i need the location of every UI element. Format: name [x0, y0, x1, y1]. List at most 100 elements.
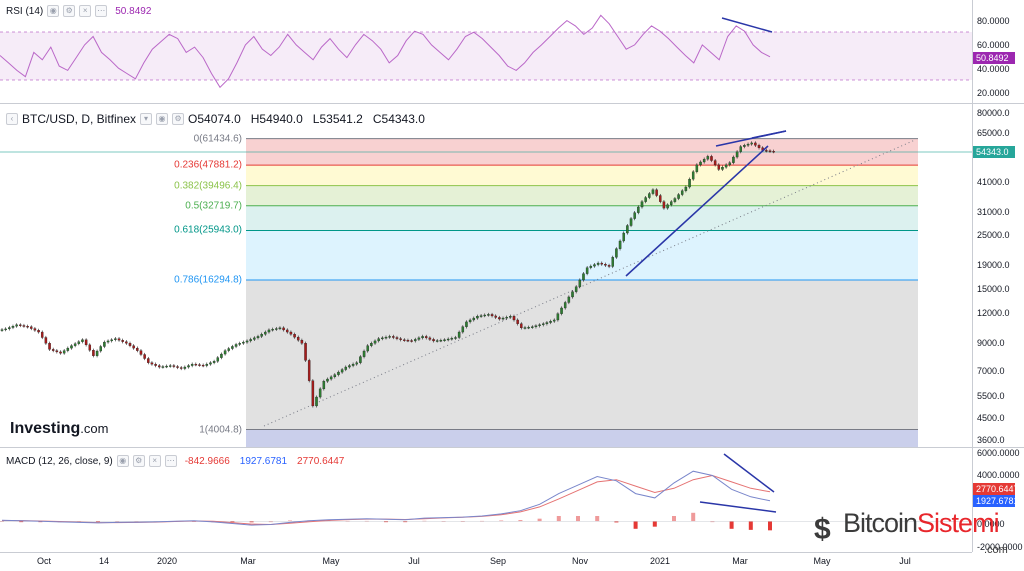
fib-zone [246, 165, 918, 186]
fib-zone [246, 280, 918, 430]
price-tick: 41000.0 [977, 177, 1010, 187]
candle-body [212, 361, 216, 363]
settings-icon[interactable]: ⚙ [63, 5, 76, 17]
time-tick: Mar [732, 556, 748, 566]
candle-body [611, 257, 614, 267]
candle-body [289, 331, 293, 335]
candle-body [70, 345, 73, 349]
watermark-domain: .com [984, 544, 1008, 556]
candle-body [432, 339, 435, 342]
macd-histogram-bar [518, 520, 523, 522]
candle-body [571, 291, 574, 298]
candle-body [30, 326, 33, 329]
more-icon[interactable]: ⋯ [164, 455, 177, 467]
wedge-upper-line [751, 130, 787, 139]
fib-level-label: 0.618(25943.0) [174, 224, 242, 236]
pane-separator[interactable] [0, 103, 1024, 104]
time-axis[interactable] [0, 552, 972, 571]
rsi-value-tag: 50.8492 [973, 52, 1015, 64]
candle-body [680, 190, 684, 195]
brand-name: Investing [10, 420, 81, 437]
price-tick: 3600.0 [977, 435, 1005, 445]
rsi-axis [972, 0, 973, 103]
candle-body [0, 329, 4, 331]
macd-macd-tag: 1927.6781 [973, 495, 1019, 507]
candle-body [322, 381, 326, 390]
candle-body [688, 178, 691, 188]
candle-body [344, 366, 348, 370]
open-value: O54074.0 [188, 112, 241, 126]
macd-histogram-bar [230, 521, 235, 523]
close-icon[interactable]: × [148, 455, 161, 467]
candle-body [168, 365, 172, 367]
price-tick: 9000.0 [977, 338, 1005, 348]
candle-body [677, 194, 680, 199]
rsi-band [0, 32, 972, 80]
candle-body [746, 143, 750, 146]
price-pane[interactable]: 0(61434.6) 0.236(47881.2) 0.382(39496.4) 0.… [0, 104, 1024, 447]
macd-hist-value: -842.9666 [184, 455, 230, 467]
low-value: L53541.2 [312, 112, 363, 126]
candle-body [479, 315, 483, 317]
candle-body [662, 201, 666, 209]
rsi-legend: RSI (14) ◉ ⚙ × ⋯ 50.8492 [6, 5, 151, 17]
candle-body [395, 337, 399, 339]
candle-body [103, 341, 106, 347]
macd-pane[interactable]: MACD (12, 26, close, 9) ◉ ⚙ × ⋯ -842.966… [0, 448, 1024, 552]
candle-body [110, 339, 113, 342]
candle-body [691, 171, 695, 180]
eye-icon[interactable]: ◉ [116, 455, 129, 467]
candle-body [77, 341, 81, 344]
candle-body [377, 338, 380, 342]
candle-body [509, 316, 512, 318]
candle-body [15, 324, 18, 327]
chevron-down-icon[interactable]: ▾ [140, 113, 153, 125]
candle-body [234, 344, 238, 347]
candle-body [399, 338, 402, 340]
eye-icon[interactable]: ◉ [47, 5, 60, 17]
candle-body [55, 350, 59, 353]
time-tick: 14 [98, 556, 110, 566]
symbol-label[interactable]: BTC/USD, D, Bitfinex [22, 112, 137, 126]
collapse-icon[interactable]: ‹ [6, 113, 18, 125]
candle-body [465, 321, 468, 327]
candle-body [754, 142, 757, 146]
candle-body [37, 330, 40, 333]
macd-histogram-bar [672, 516, 676, 522]
settings-icon[interactable]: ⚙ [172, 113, 185, 125]
candle-body [355, 362, 358, 365]
candle-body [176, 366, 179, 368]
candle-body [95, 350, 99, 356]
candle-body [563, 302, 567, 309]
macd-signal-tag: 2770.6447 [973, 483, 1019, 495]
candle-body [33, 328, 37, 331]
candle-body [388, 336, 391, 338]
rsi-pane[interactable]: RSI (14) ◉ ⚙ × ⋯ 50.8492 80.0000 60.0000… [0, 0, 1024, 103]
pane-separator[interactable] [0, 447, 1024, 448]
eye-icon[interactable]: ◉ [156, 113, 169, 125]
fib-level-label: 1(4004.8) [199, 424, 242, 436]
candle-body [286, 329, 289, 333]
candle-body [209, 362, 212, 365]
candle-body [574, 286, 578, 292]
candle-body [359, 356, 362, 363]
candle-body [253, 337, 256, 340]
macd-histogram-bar [748, 521, 753, 530]
candle-body [88, 344, 92, 351]
candle-body [487, 314, 490, 316]
macd-histogram-bar [614, 521, 619, 523]
candle-body [648, 193, 651, 198]
time-tick: Sep [489, 556, 507, 566]
price-tick: 25000.0 [977, 230, 1010, 240]
settings-icon[interactable]: ⚙ [132, 455, 145, 467]
macd-tick: -2000.0000 [977, 542, 1023, 552]
candle-body [604, 264, 607, 266]
more-icon[interactable]: ⋯ [95, 5, 108, 17]
candle-body [128, 343, 132, 346]
macd-legend: MACD (12, 26, close, 9) ◉ ⚙ × ⋯ -842.966… [6, 455, 344, 467]
candle-body [362, 350, 366, 357]
candle-body [337, 371, 340, 375]
close-icon[interactable]: × [79, 5, 92, 17]
price-tick: 15000.0 [977, 284, 1010, 294]
candle-body [439, 340, 443, 342]
